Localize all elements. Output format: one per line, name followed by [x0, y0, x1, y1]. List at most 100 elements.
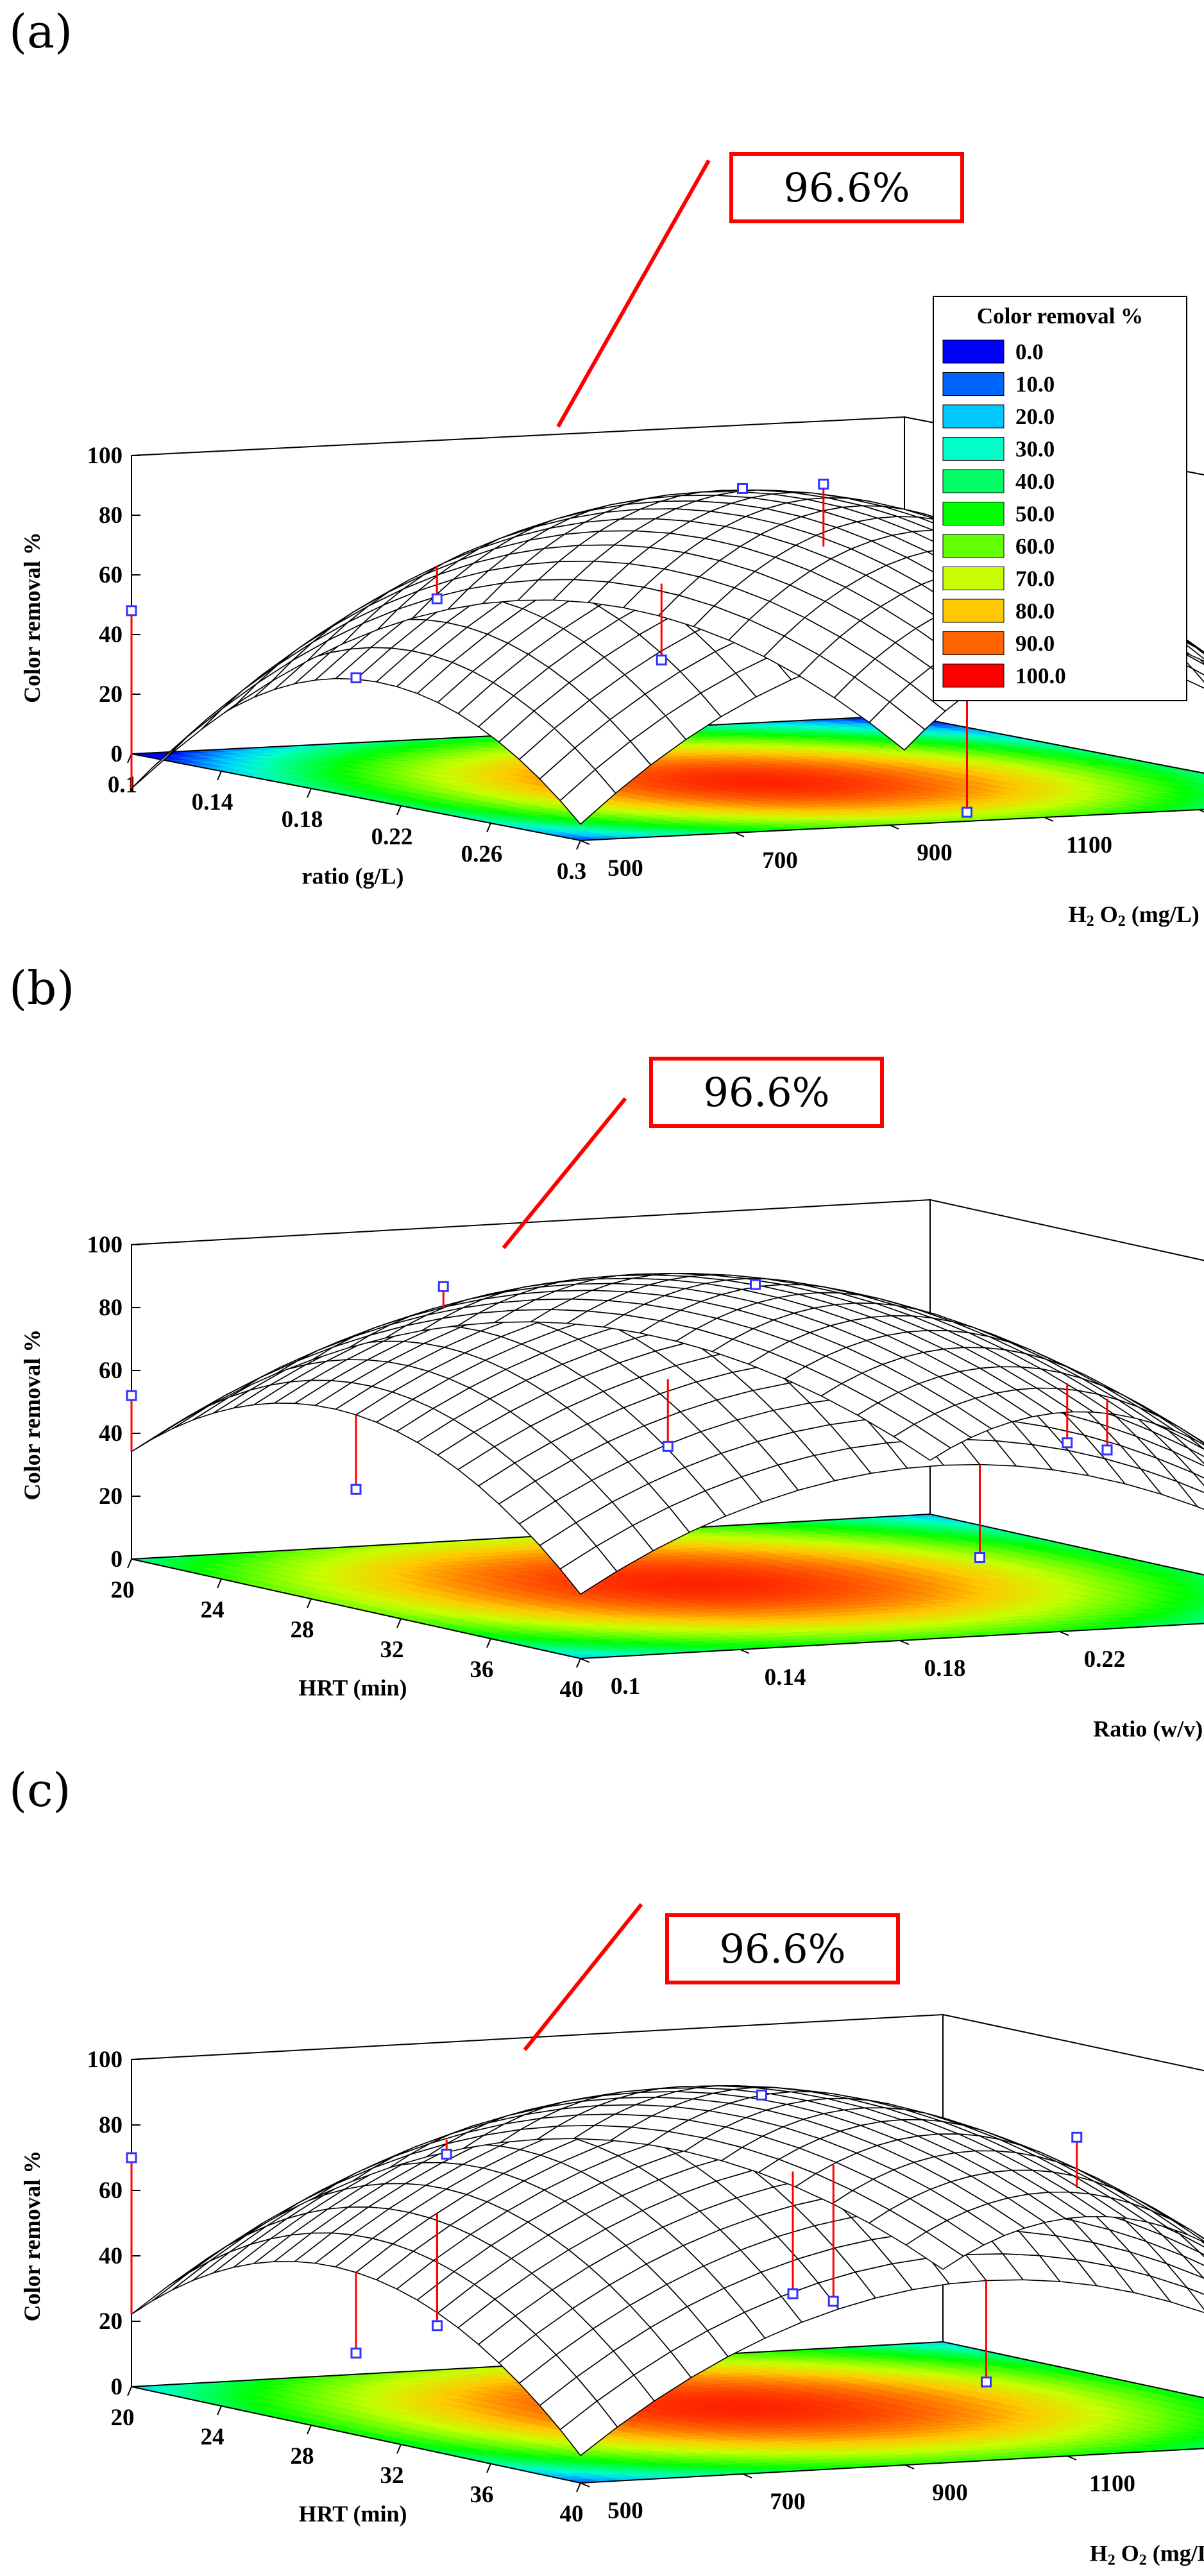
legend-label: 40.0: [1015, 469, 1055, 494]
y-tick-mark: [580, 840, 590, 845]
z-tick-label: 20: [99, 2308, 123, 2335]
x-tick-mark: [486, 823, 491, 833]
z-tick-label: 100: [87, 2047, 123, 2073]
legend-swatch: [942, 469, 1005, 493]
chart-panel-a: (a) 0 20 40 60 80 100 Color removal % 0.1 0.14 0.1…: [9, 4, 1204, 930]
data-point: [1062, 1437, 1073, 1449]
y-tick-label: 0.18: [924, 1655, 966, 1682]
x-tick-mark: [576, 1658, 581, 1668]
x-tick-mark: [217, 771, 222, 781]
x-tick-label: 0.14: [192, 789, 233, 815]
panel-label: (a): [9, 4, 72, 58]
y-tick-mark: [740, 1649, 750, 1654]
z-tick-label: 20: [99, 1483, 123, 1510]
legend-swatch: [942, 339, 1005, 364]
data-point: [962, 806, 972, 818]
x-tick-label: 0.1: [108, 772, 137, 798]
legend-label: 20.0: [1015, 404, 1055, 429]
x-tick-label: 0.26: [461, 841, 503, 867]
data-point: [818, 479, 829, 490]
data-point: [437, 1281, 449, 1292]
z-axis-title: Color removal %: [19, 532, 45, 703]
legend-label: 80.0: [1015, 599, 1055, 624]
data-point: [350, 672, 362, 683]
legend-title: Color removal %: [977, 303, 1143, 328]
heatmap-cell: [1182, 772, 1204, 777]
x-tick-label: 40: [560, 1676, 584, 1703]
callout-value: 96.6%: [784, 164, 910, 211]
legend-swatch: [942, 567, 1005, 590]
callout-value: 96.6%: [704, 1069, 830, 1116]
y-tick-mark: [899, 1640, 910, 1645]
heatmap-cell: [1194, 776, 1204, 779]
z-tick-label: 60: [99, 2178, 123, 2204]
x-tick-mark: [217, 1578, 222, 1589]
y-tick-mark: [580, 1658, 590, 1663]
x-tick-label: 32: [380, 1637, 404, 1663]
z-axis-title: Color removal %: [19, 2151, 45, 2322]
data-point: [126, 1390, 137, 1401]
legend-label: 70.0: [1015, 567, 1055, 592]
data-point: [126, 605, 137, 617]
x-axis-title: ratio (g/L): [302, 864, 404, 889]
legend-label: 10.0: [1015, 372, 1055, 397]
y-axis-title: H2 O2 (mg/L): [1069, 901, 1200, 930]
y-axis-title-part: (mg/L): [1126, 901, 1200, 927]
z-tick-label: 20: [99, 681, 123, 708]
data-point: [350, 1483, 362, 1495]
legend-label: 60.0: [1015, 534, 1055, 559]
y-tick-label: 0.22: [1084, 1646, 1126, 1673]
data-point: [974, 1552, 985, 1563]
x-tick-label: 0.18: [282, 806, 323, 833]
z-tick-label: 60: [99, 562, 123, 588]
y-axis-title-part: H: [1069, 901, 1087, 927]
legend-swatch: [942, 631, 1005, 655]
z-tick-label: 80: [99, 1295, 123, 1321]
mesh-cell: [171, 1396, 230, 1429]
x-tick-mark: [396, 805, 402, 815]
x-tick-mark: [307, 788, 312, 798]
data-point: [737, 482, 748, 494]
legend-label: 100.0: [1015, 663, 1066, 688]
z-tick-label: 80: [99, 502, 123, 529]
y-axis-title-part: Ratio (w/v): [1093, 1716, 1203, 1742]
x-tick-mark: [307, 1598, 312, 1608]
z-tick-label: 80: [99, 2112, 123, 2138]
z-tick-label: 100: [87, 443, 123, 469]
legend-label: 50.0: [1015, 502, 1055, 527]
y-tick-label: 500: [607, 855, 643, 882]
z-tick-label: 0: [111, 741, 123, 767]
y-axis-title-part: 2: [1087, 913, 1094, 930]
legend-label: 0.0: [1015, 339, 1044, 364]
x-tick-label: 0.3: [557, 858, 586, 885]
z-tick-label: 40: [99, 622, 123, 648]
z-tick-label: 0: [111, 1546, 123, 1573]
z-axis-title: Color removal %: [19, 1329, 45, 1501]
y-tick-mark: [889, 824, 899, 830]
y-tick-label: 900: [917, 840, 953, 866]
data-point: [1101, 1444, 1113, 1456]
x-tick-mark: [127, 1558, 132, 1569]
x-tick-label: 28: [291, 1617, 314, 1643]
z-tick-label: 40: [99, 1420, 123, 1447]
x-tick-mark: [576, 840, 581, 850]
legend-label: 90.0: [1015, 631, 1055, 656]
z-tick-label: 40: [99, 2243, 123, 2269]
y-axis-title-part: O: [1094, 901, 1118, 927]
z-tick-label: 100: [87, 1232, 123, 1258]
x-tick-label: 0.22: [371, 824, 413, 850]
legend-swatch: [942, 502, 1005, 525]
legend-swatch: [942, 404, 1005, 429]
legend: Color removal %0.010.020.030.040.050.060…: [933, 296, 1187, 701]
heatmap-cell: [1173, 776, 1204, 781]
x-tick-label: 20: [111, 1577, 135, 1603]
callout-leader: [502, 1097, 627, 1249]
y-tick-label: 700: [762, 848, 798, 874]
x-tick-mark: [396, 1618, 402, 1628]
z-tick-label: 60: [99, 1358, 123, 1384]
y-tick-mark: [1059, 1631, 1069, 1636]
x-tick-mark: [486, 1638, 491, 1648]
